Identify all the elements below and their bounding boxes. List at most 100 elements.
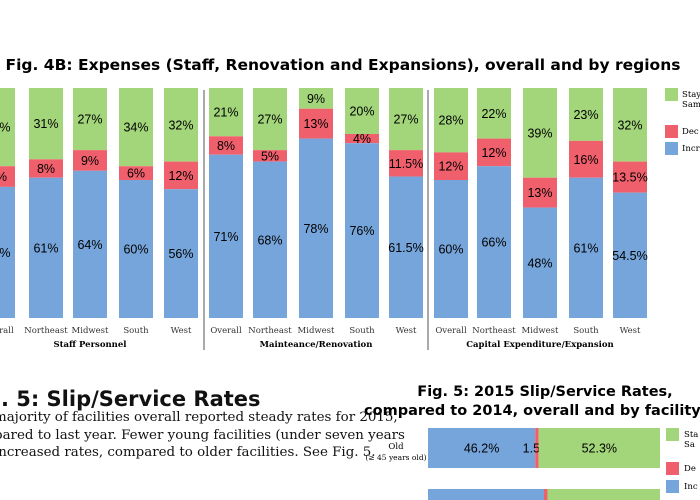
bar-stayed-segment — [299, 88, 333, 109]
data-label-stayed: 34% — [0, 121, 11, 135]
data-label-increased: 64% — [77, 238, 102, 252]
bar-decreased-segment — [569, 140, 603, 178]
bar-decreased-segment — [613, 161, 647, 193]
fig-5-bar-segment-partial — [547, 489, 660, 500]
legend-label: Dec — [682, 127, 699, 137]
bar-stayed-segment — [389, 88, 423, 151]
legend-label: Inc — [684, 482, 698, 492]
bar-decreased-segment — [164, 161, 198, 190]
section-body-line: majority of facilities overall reported … — [0, 410, 398, 425]
data-label-increased: 71% — [213, 230, 238, 244]
bar-increased-segment — [299, 138, 333, 318]
bar-increased-segment — [523, 207, 557, 318]
fig-5-title-line: compared to 2014, overall and by facilit… — [364, 403, 700, 419]
legend-swatch-decreased — [666, 462, 679, 475]
data-label-decreased: 12% — [438, 160, 463, 174]
data-label-increased: 57% — [0, 246, 11, 260]
group-label: Mainteance/Renovation — [260, 340, 373, 350]
data-label-stayed: 32% — [617, 118, 642, 132]
bar-decreased-segment — [389, 150, 423, 177]
data-label-stayed: 27% — [393, 113, 418, 127]
x-tick-label: Midwest — [522, 326, 560, 336]
fig-5-bar-segment-partial — [428, 489, 544, 500]
data-label-decreased: 9% — [81, 154, 99, 168]
bar-decreased-segment — [29, 159, 63, 178]
x-tick-label: Midwest — [72, 326, 110, 336]
fig-4b-title: Fig. 4B: Expenses (Staff, Renovation and… — [6, 56, 681, 74]
bar-stayed-segment — [29, 88, 63, 160]
fig-5-data-label: 46.2% — [464, 442, 499, 456]
data-label-decreased: 13% — [527, 186, 552, 200]
bar-decreased-segment — [434, 152, 468, 180]
x-tick-label: Northeast — [24, 326, 68, 336]
data-label-decreased: 9% — [0, 170, 7, 184]
x-tick-label: Northeast — [472, 326, 516, 336]
legend-swatch-decreased — [665, 125, 678, 138]
data-label-increased: 54.5% — [612, 249, 647, 263]
bar-stayed-segment — [253, 88, 287, 151]
bar-increased-segment — [0, 186, 15, 318]
bar-increased-segment — [164, 189, 198, 318]
bar-decreased-segment — [119, 166, 153, 180]
bar-decreased-segment — [253, 150, 287, 162]
bar-increased-segment — [73, 170, 107, 318]
data-label-stayed: 32% — [168, 118, 193, 132]
bar-increased-segment — [434, 180, 468, 318]
legend-label: Stay — [682, 90, 700, 100]
legend-label: Sa — [684, 440, 695, 450]
bar-stayed-segment — [434, 88, 468, 153]
data-label-increased: 48% — [527, 256, 552, 270]
bar-increased-segment — [29, 177, 63, 318]
x-tick-label: West — [396, 326, 417, 336]
x-tick-label: West — [620, 326, 641, 336]
y-tick-sublabel: (≥ 45 years old) — [365, 453, 426, 462]
data-label-decreased: 12% — [168, 169, 193, 183]
bar-stayed-segment — [73, 88, 107, 151]
data-label-stayed: 31% — [33, 117, 58, 131]
data-label-stayed: 27% — [257, 113, 282, 127]
group-label: Staff Personnel — [53, 340, 127, 350]
x-tick-label: South — [349, 326, 375, 336]
bar-stayed-segment — [209, 88, 243, 137]
legend-swatch-increased — [665, 142, 678, 155]
data-label-stayed: 27% — [77, 113, 102, 127]
data-label-decreased: 8% — [37, 162, 55, 176]
data-label-stayed: 34% — [123, 121, 148, 135]
bar-stayed-segment — [569, 88, 603, 141]
section-body-line: pared to last year. Fewer young faciliti… — [0, 427, 405, 443]
data-label-increased: 78% — [303, 222, 328, 236]
fig-5-bar-segment — [538, 428, 660, 468]
data-label-stayed: 20% — [349, 105, 374, 119]
data-label-increased: 60% — [123, 243, 148, 257]
bar-increased-segment — [569, 177, 603, 318]
data-label-stayed: 23% — [573, 108, 598, 122]
data-label-decreased: 13.5% — [612, 171, 647, 185]
section-body-line: increased rates, compared to older facil… — [0, 445, 376, 460]
data-label-increased: 76% — [349, 224, 374, 238]
data-label-stayed: 21% — [213, 106, 238, 120]
legend-label: Sta — [684, 430, 698, 440]
data-label-decreased: 11.5% — [389, 157, 424, 171]
bar-increased-segment — [477, 166, 511, 318]
fig-5-title-line: Fig. 5: 2015 Slip/Service Rates, — [417, 384, 672, 400]
legend-swatch-increased — [666, 480, 679, 493]
bar-increased-segment — [345, 143, 379, 318]
bar-stayed-segment — [0, 88, 15, 167]
bar-decreased-segment — [345, 134, 379, 144]
bar-increased-segment — [389, 176, 423, 318]
x-tick-label: West — [171, 326, 192, 336]
data-label-decreased: 8% — [217, 139, 235, 153]
bar-increased-segment — [613, 192, 647, 318]
x-tick-label: Overall — [0, 326, 14, 336]
fig-5-bar-segment — [535, 428, 539, 468]
data-label-increased: 61.5% — [388, 241, 423, 255]
bar-increased-segment — [253, 161, 287, 318]
bar-stayed-segment — [523, 88, 557, 178]
data-label-decreased: 6% — [127, 167, 145, 181]
data-label-decreased: 12% — [481, 146, 506, 160]
bar-stayed-segment — [477, 88, 511, 139]
data-label-decreased: 16% — [573, 153, 598, 167]
bar-stayed-segment — [613, 88, 647, 162]
group-label: Capital Expenditure/Expansion — [466, 340, 613, 350]
